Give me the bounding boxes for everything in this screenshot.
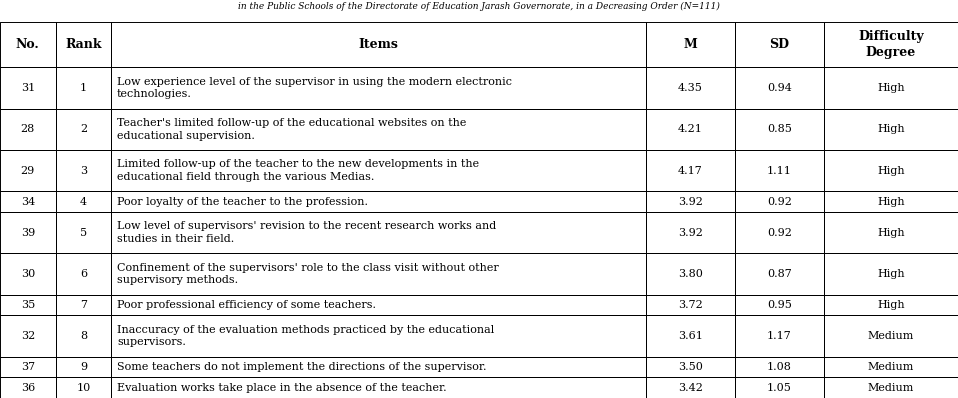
Text: 10: 10 [77, 382, 90, 393]
Text: 4.21: 4.21 [678, 124, 702, 135]
Text: Low experience level of the supervisor in using the modern electronic
technologi: Low experience level of the supervisor i… [117, 77, 512, 99]
Text: Difficulty
Degree: Difficulty Degree [858, 30, 924, 59]
Text: Inaccuracy of the evaluation methods practiced by the educational
supervisors.: Inaccuracy of the evaluation methods pra… [117, 325, 494, 347]
Text: No.: No. [16, 38, 39, 51]
Text: High: High [878, 124, 904, 135]
Text: 37: 37 [21, 362, 34, 372]
Text: Confinement of the supervisors' role to the class visit without other
supervisor: Confinement of the supervisors' role to … [117, 263, 498, 285]
Text: 9: 9 [80, 362, 87, 372]
Text: M: M [683, 38, 697, 51]
Text: Teacher's limited follow-up of the educational websites on the
educational super: Teacher's limited follow-up of the educa… [117, 118, 467, 140]
Text: 0.87: 0.87 [767, 269, 791, 279]
Text: 3: 3 [80, 166, 87, 176]
Text: 3.50: 3.50 [678, 362, 702, 372]
Text: 0.94: 0.94 [767, 83, 791, 93]
Text: 5: 5 [80, 228, 87, 238]
Text: 39: 39 [21, 228, 34, 238]
Text: High: High [878, 166, 904, 176]
Text: High: High [878, 269, 904, 279]
Text: High: High [878, 228, 904, 238]
Text: 31: 31 [21, 83, 34, 93]
Text: 0.95: 0.95 [767, 300, 791, 310]
Text: 2: 2 [80, 124, 87, 135]
Text: High: High [878, 300, 904, 310]
Text: 32: 32 [21, 331, 34, 341]
Text: 36: 36 [21, 382, 34, 393]
Text: 35: 35 [21, 300, 34, 310]
Text: High: High [878, 197, 904, 207]
Text: 3.61: 3.61 [678, 331, 702, 341]
Text: High: High [878, 83, 904, 93]
Text: 1.11: 1.11 [767, 166, 791, 176]
Text: Medium: Medium [868, 331, 914, 341]
Text: 3.80: 3.80 [678, 269, 702, 279]
Text: 28: 28 [21, 124, 34, 135]
Text: Items: Items [358, 38, 399, 51]
Text: in the Public Schools of the Directorate of Education Jarash Governorate, in a D: in the Public Schools of the Directorate… [238, 2, 720, 11]
Text: 1: 1 [80, 83, 87, 93]
Text: 6: 6 [80, 269, 87, 279]
Text: 1.08: 1.08 [767, 362, 791, 372]
Text: 4: 4 [80, 197, 87, 207]
Text: Poor professional efficiency of some teachers.: Poor professional efficiency of some tea… [117, 300, 376, 310]
Text: Limited follow-up of the teacher to the new developments in the
educational fiel: Limited follow-up of the teacher to the … [117, 160, 479, 182]
Text: 3.92: 3.92 [678, 197, 702, 207]
Text: 3.42: 3.42 [678, 382, 702, 393]
Text: 29: 29 [21, 166, 34, 176]
Text: 30: 30 [21, 269, 34, 279]
Text: 1.05: 1.05 [767, 382, 791, 393]
Text: 0.92: 0.92 [767, 228, 791, 238]
Text: 4.35: 4.35 [678, 83, 702, 93]
Text: Medium: Medium [868, 362, 914, 372]
Text: 8: 8 [80, 331, 87, 341]
Text: 7: 7 [80, 300, 87, 310]
Text: Poor loyalty of the teacher to the profession.: Poor loyalty of the teacher to the profe… [117, 197, 368, 207]
Text: Low level of supervisors' revision to the recent research works and
studies in t: Low level of supervisors' revision to th… [117, 221, 496, 244]
Text: Medium: Medium [868, 382, 914, 393]
Text: 3.92: 3.92 [678, 228, 702, 238]
Text: Some teachers do not implement the directions of the supervisor.: Some teachers do not implement the direc… [117, 362, 487, 372]
Text: 0.85: 0.85 [767, 124, 791, 135]
Text: Rank: Rank [65, 38, 102, 51]
Text: 3.72: 3.72 [678, 300, 702, 310]
Text: Evaluation works take place in the absence of the teacher.: Evaluation works take place in the absen… [117, 382, 446, 393]
Text: 1.17: 1.17 [767, 331, 791, 341]
Text: SD: SD [769, 38, 789, 51]
Text: 34: 34 [21, 197, 34, 207]
Text: 0.92: 0.92 [767, 197, 791, 207]
Text: 4.17: 4.17 [678, 166, 702, 176]
